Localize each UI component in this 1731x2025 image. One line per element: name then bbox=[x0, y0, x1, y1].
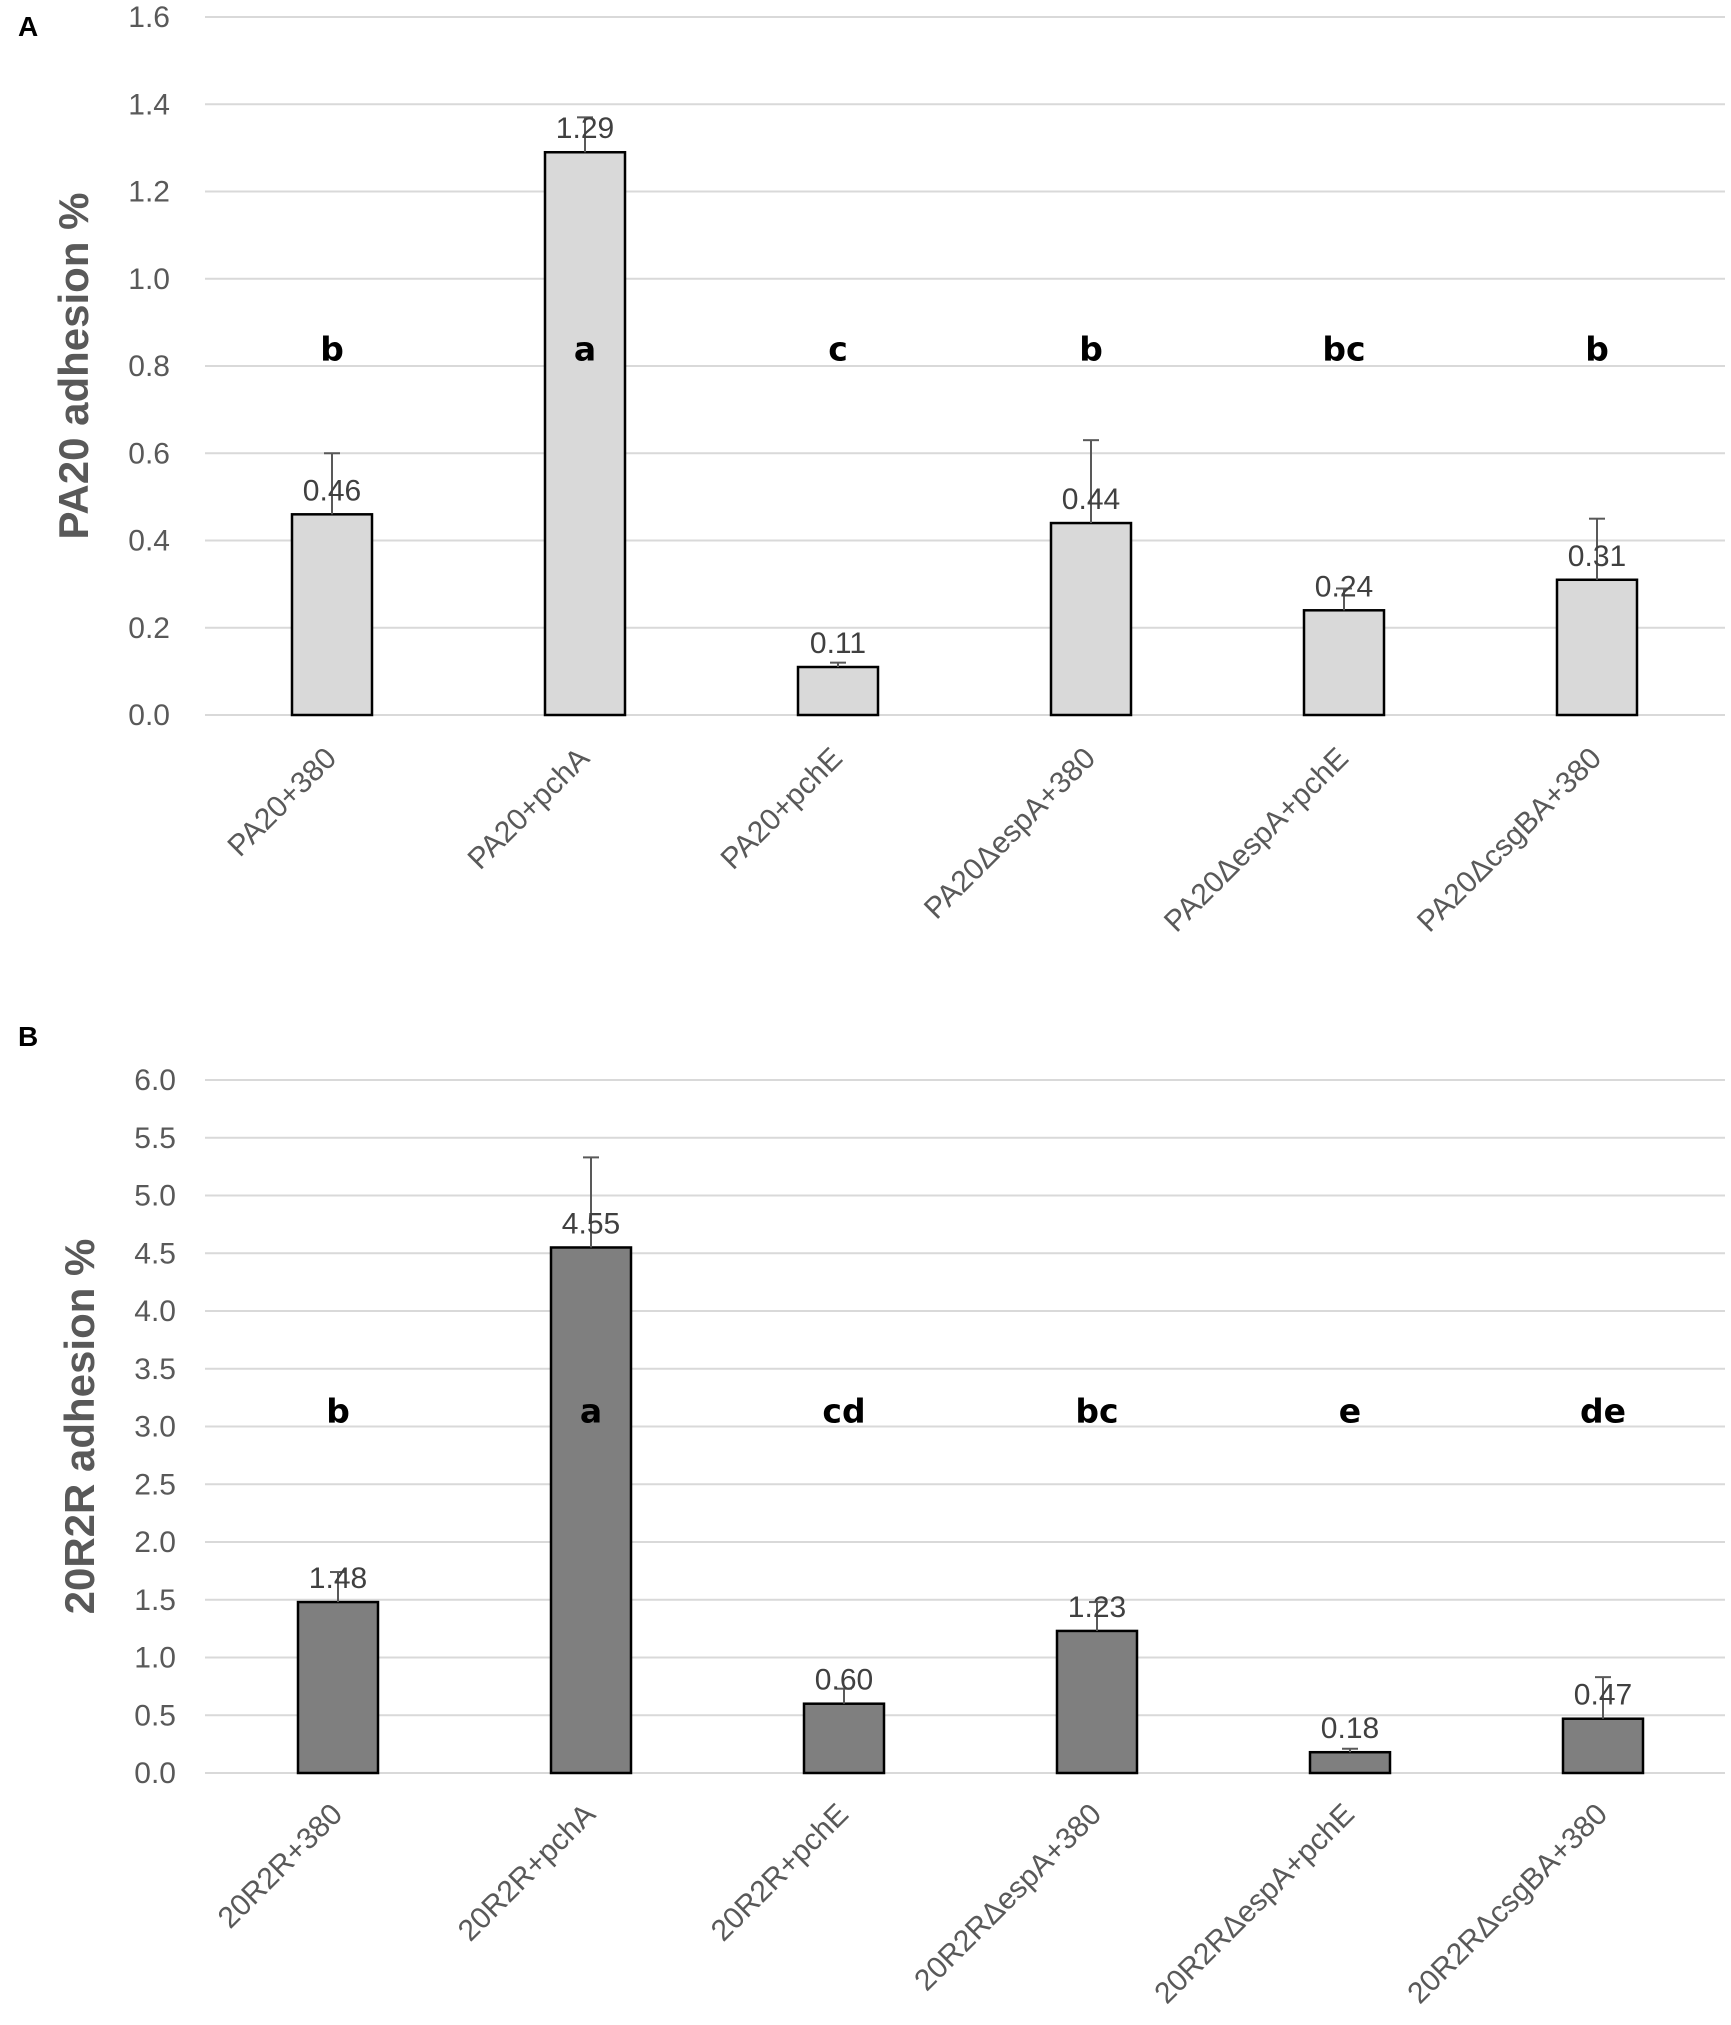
bar bbox=[1055, 1629, 1139, 1775]
panel-letter-a: A bbox=[18, 11, 38, 42]
value-label: 1.48 bbox=[309, 1562, 367, 1595]
y-axis-label: PA20 adhesion % bbox=[50, 193, 97, 540]
y-tick-label: 0.0 bbox=[128, 699, 170, 732]
significance-letter: a bbox=[580, 1391, 602, 1430]
y-tick-label: 5.5 bbox=[134, 1122, 176, 1155]
bar bbox=[290, 513, 374, 717]
x-tick-label: 20R2RΔespA+pchE bbox=[1148, 1798, 1361, 2011]
value-label: 4.55 bbox=[562, 1207, 620, 1240]
significance-letter: a bbox=[574, 330, 596, 369]
x-tick-label: PA20ΔespA+pchE bbox=[1158, 742, 1355, 939]
value-label: 0.46 bbox=[303, 474, 361, 507]
value-label: 0.31 bbox=[1568, 540, 1626, 573]
y-tick-label: 0.5 bbox=[134, 1699, 176, 1732]
y-tick-label: 2.0 bbox=[134, 1526, 176, 1559]
value-label: 0.44 bbox=[1062, 483, 1120, 516]
y-axis-label: 20R2R adhesion % bbox=[56, 1239, 103, 1615]
y-tick-label: 4.5 bbox=[134, 1237, 176, 1270]
significance-letter: de bbox=[1580, 1391, 1626, 1430]
significance-letter: b bbox=[326, 1391, 350, 1430]
significance-letter: c bbox=[828, 330, 848, 369]
bar bbox=[1302, 609, 1386, 717]
bar bbox=[549, 1246, 633, 1775]
y-tick-label: 0.4 bbox=[128, 525, 170, 558]
value-label: 1.29 bbox=[556, 112, 614, 145]
bar bbox=[543, 150, 627, 717]
panel-letter-b: B bbox=[18, 1021, 38, 1052]
y-tick-label: 1.0 bbox=[128, 263, 170, 296]
value-label: 0.24 bbox=[1315, 570, 1373, 603]
significance-letter: b bbox=[1079, 330, 1103, 369]
y-tick-label: 1.4 bbox=[128, 88, 170, 121]
panel-a-chart: 0.0 0.2 0.4 0.6 0.8 1.0 1.2 1.4 1.6 PA20 adhesion… bbox=[50, 1, 1725, 939]
x-tick-label: PA20ΔespA+380 bbox=[918, 742, 1102, 926]
significance-letter: e bbox=[1339, 1391, 1361, 1430]
x-tick-label: 20R2R+380 bbox=[212, 1798, 349, 1935]
value-label: 0.47 bbox=[1574, 1679, 1632, 1712]
x-tick-label: PA20+pchA bbox=[462, 742, 596, 876]
y-tick-label: 5.0 bbox=[134, 1180, 176, 1213]
x-tick-label: PA20ΔcsgBA+380 bbox=[1411, 742, 1608, 939]
value-label: 1.23 bbox=[1068, 1591, 1126, 1624]
y-tick-label: 0.8 bbox=[128, 350, 170, 383]
bar bbox=[1555, 578, 1639, 717]
y-tick-label: 4.0 bbox=[134, 1295, 176, 1328]
bar bbox=[1049, 521, 1133, 717]
bar bbox=[1561, 1717, 1645, 1775]
x-tick-label: 20R2RΔcsgBA+380 bbox=[1401, 1798, 1614, 2011]
y-tick-label: 1.2 bbox=[128, 176, 170, 209]
y-tick-label: 0.0 bbox=[134, 1757, 176, 1790]
significance-letter: cd bbox=[822, 1391, 865, 1430]
y-tick-label: 1.5 bbox=[134, 1584, 176, 1617]
y-tick-label: 2.5 bbox=[134, 1468, 176, 1501]
y-tick-label: 3.0 bbox=[134, 1411, 176, 1444]
value-label: 0.18 bbox=[1321, 1712, 1379, 1745]
significance-letter: bc bbox=[1322, 330, 1365, 369]
y-tick-label: 6.0 bbox=[134, 1064, 176, 1097]
significance-letter: bc bbox=[1075, 1391, 1118, 1430]
value-label: 0.11 bbox=[810, 627, 866, 660]
panel-b-chart: 0.0 0.5 1.0 1.5 2.0 2.5 3.0 3.5 4.0 4.5 5.0 5.5 6.0 2… bbox=[56, 1064, 1725, 2010]
x-tick-label: 20R2RΔespA+380 bbox=[908, 1798, 1108, 1998]
value-label: 0.60 bbox=[815, 1664, 873, 1697]
bar bbox=[802, 1702, 886, 1775]
y-tick-label: 1.0 bbox=[134, 1642, 176, 1675]
y-tick-label: 0.2 bbox=[128, 612, 170, 645]
x-tick-label: PA20+pchE bbox=[715, 742, 849, 876]
y-tick-label: 1.6 bbox=[128, 1, 170, 34]
bar bbox=[796, 665, 880, 717]
x-tick-label: 20R2R+pchE bbox=[705, 1798, 855, 1948]
bar bbox=[296, 1600, 380, 1775]
y-tick-label: 0.6 bbox=[128, 437, 170, 470]
significance-letter: b bbox=[1585, 330, 1609, 369]
x-tick-label: 20R2R+pchA bbox=[452, 1798, 602, 1948]
significance-letter: b bbox=[320, 330, 344, 369]
bar bbox=[1308, 1750, 1392, 1775]
y-tick-label: 3.5 bbox=[134, 1353, 176, 1386]
x-tick-label: PA20+380 bbox=[222, 742, 343, 863]
